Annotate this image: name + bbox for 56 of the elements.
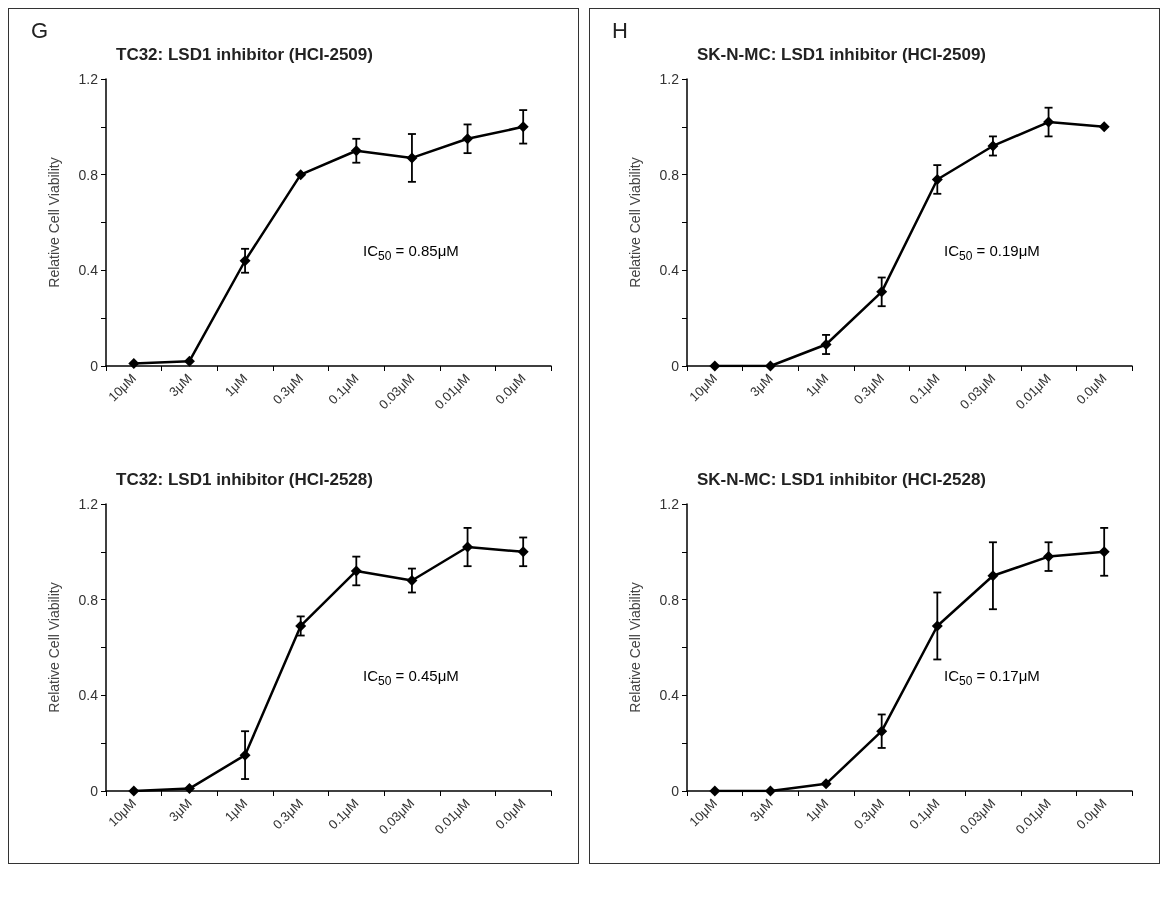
y-tick-label: 1.2 [659,71,680,87]
point [709,785,721,797]
chart-title: TC32: LSD1 inhibitor (HCI-2528) [116,470,373,489]
point [239,255,251,267]
y-axis-title: Relative Cell Viability [46,582,62,713]
point [517,546,529,558]
point [295,169,307,181]
y-tick-label: 0 [90,358,99,374]
y-tick-label: 0.4 [78,687,99,704]
point [350,565,362,577]
y-tick-label: 0 [671,358,680,374]
text: H [612,17,628,43]
y-tick-label: 0.4 [659,687,680,704]
y-tick-label: 1.2 [78,71,99,87]
y-tick-label: 1.2 [78,496,99,512]
y-tick-label: 0.8 [78,591,99,608]
chart-title: TC32: LSD1 inhibitor (HCI-2509) [116,45,373,64]
point [876,725,888,737]
point [183,355,195,367]
y-tick-label: 0.8 [659,591,680,608]
y-axis-title: Relative Cell Viability [627,157,643,288]
point [987,570,999,582]
point [820,778,832,790]
point [462,541,474,553]
point [709,360,721,372]
point [406,575,418,587]
point [931,173,943,185]
y-tick-label: 1.2 [659,496,680,512]
point [295,620,307,632]
point [1098,121,1110,133]
point [462,133,474,145]
point [350,145,362,157]
point [1043,116,1055,128]
point [876,286,888,298]
y-tick-label: 0.4 [78,262,99,279]
y-tick-label: 0 [90,783,99,799]
y-tick-label: 0 [671,783,680,799]
point [406,152,418,164]
point [183,783,195,795]
point [128,785,140,797]
y-tick-label: 0.8 [659,166,680,183]
point [239,749,251,761]
text: G [31,17,49,43]
chart-title: SK-N-MC: LSD1 inhibitor (HCI-2528) [697,470,986,489]
point [931,620,943,632]
y-axis-title: Relative Cell Viability [46,157,62,288]
point [987,140,999,152]
point [128,358,140,370]
point [517,121,529,133]
chart-title: SK-N-MC: LSD1 inhibitor (HCI-2509) [697,45,986,64]
point [1043,551,1055,563]
y-axis-title: Relative Cell Viability [627,582,643,713]
y-tick-label: 0.8 [78,166,99,183]
point [1098,546,1110,558]
point [820,338,832,350]
y-tick-label: 0.4 [659,262,680,279]
